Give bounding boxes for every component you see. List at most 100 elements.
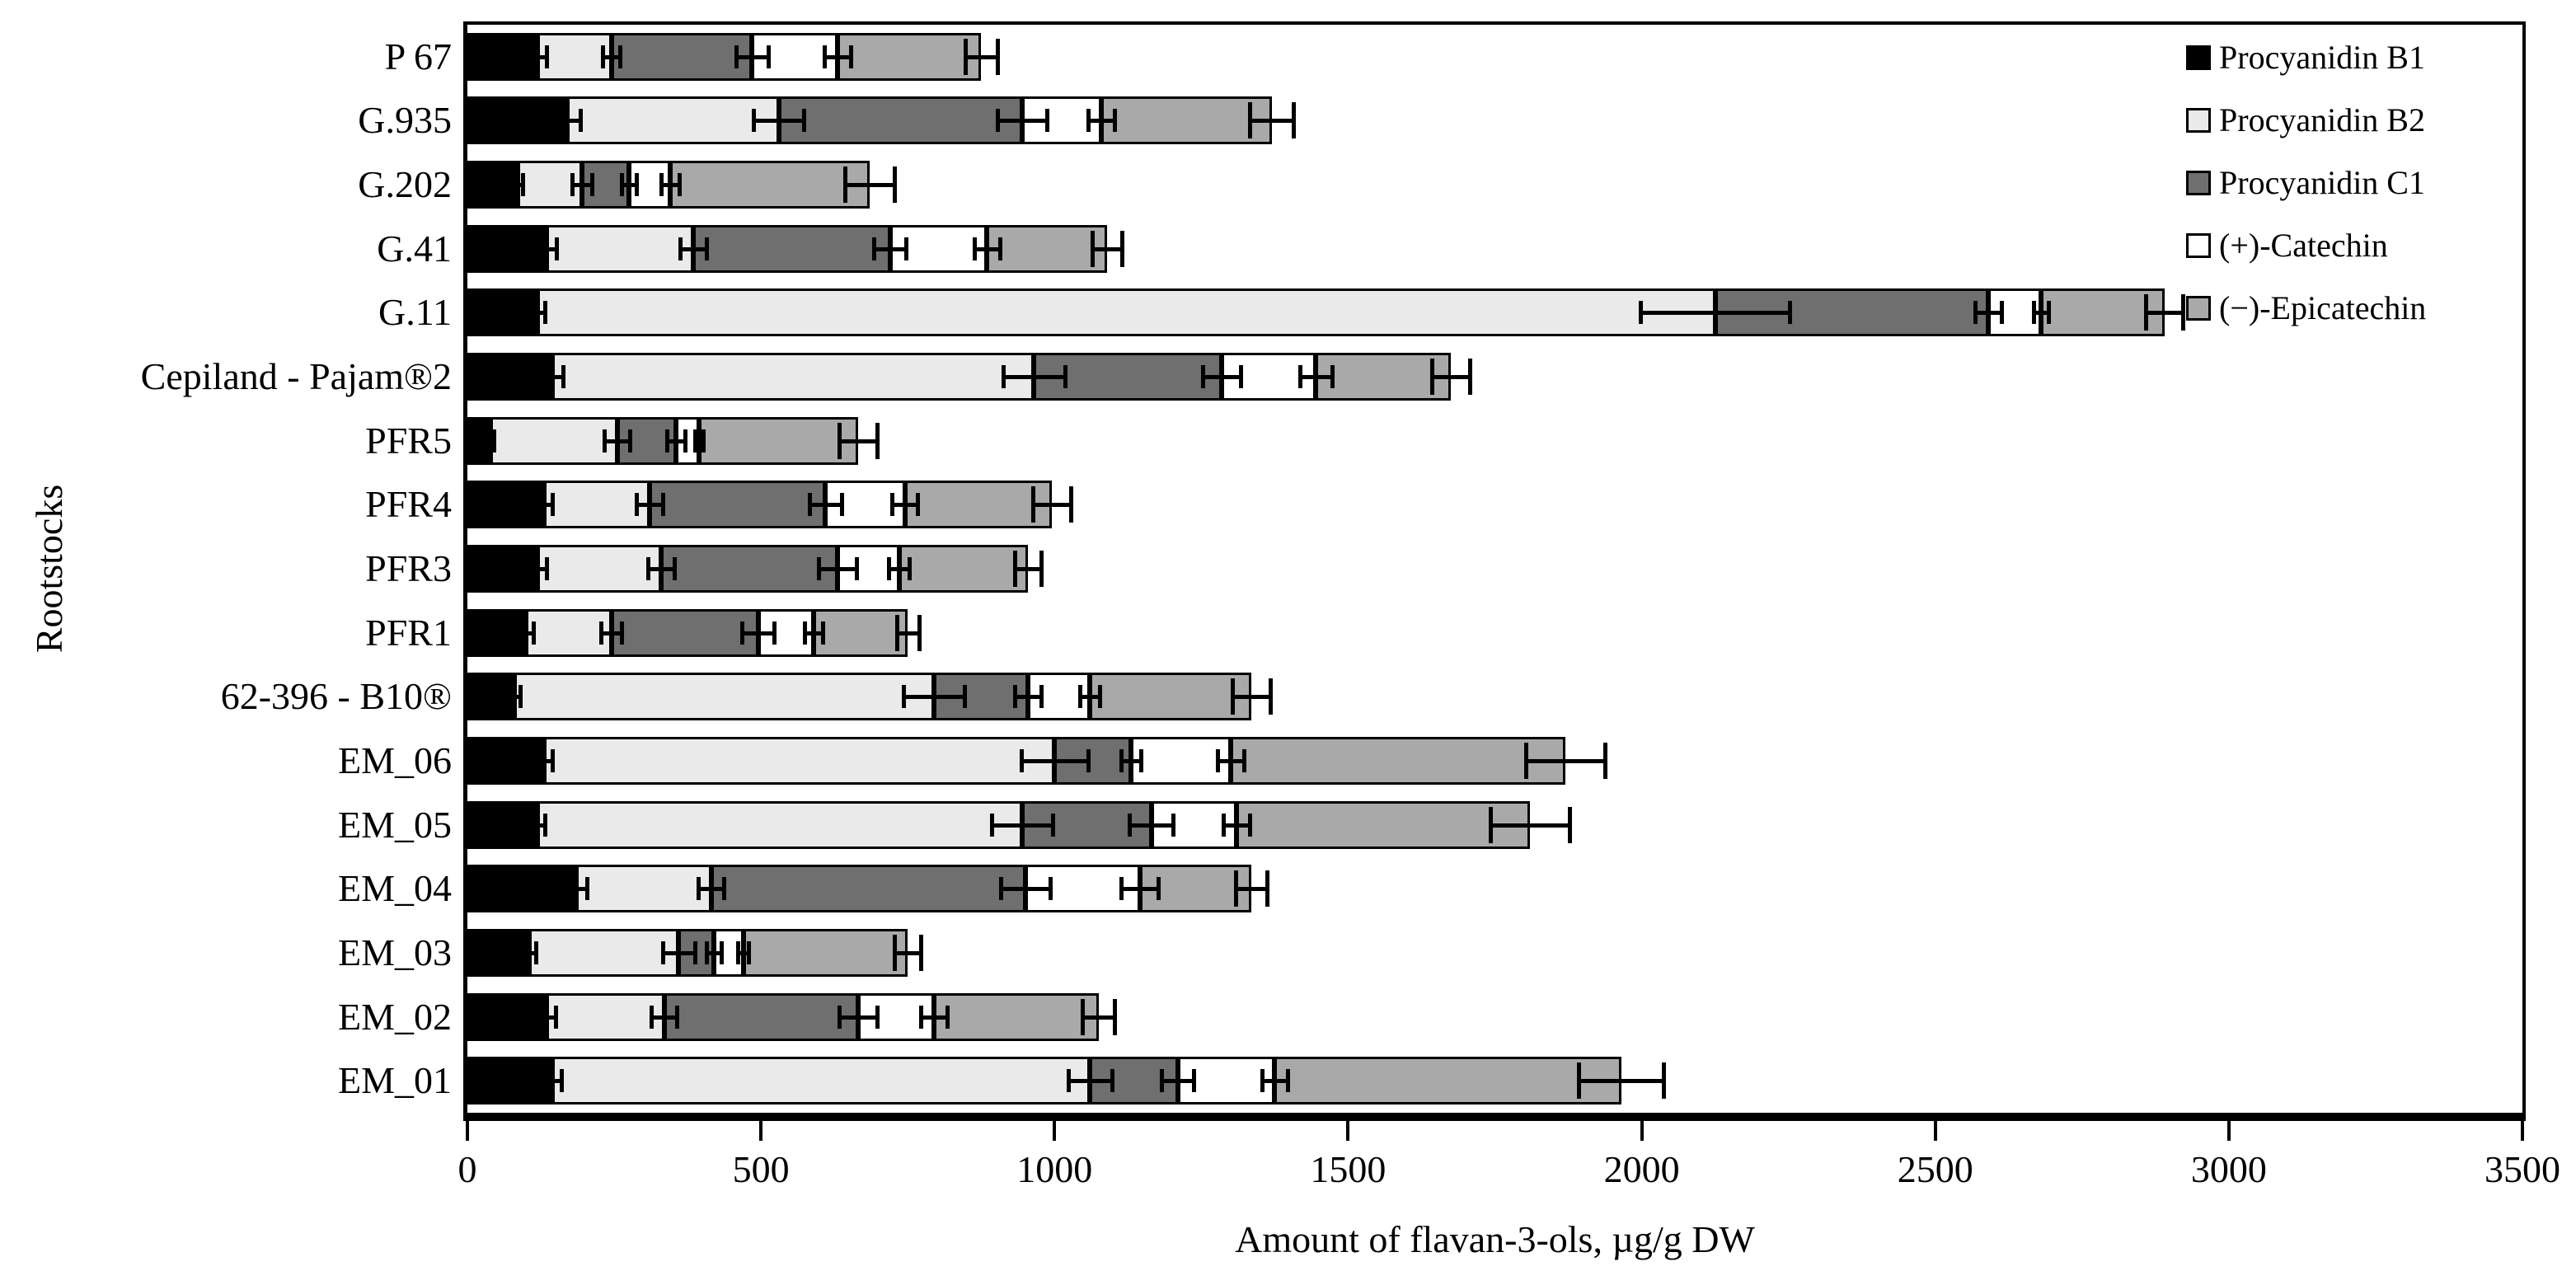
error-bar-cap-right (2046, 301, 2051, 325)
error-bar-line (570, 183, 594, 188)
error-bar-cap-right (1999, 301, 2004, 325)
y-category-label: PFR4 (365, 483, 452, 526)
error-bar-line (527, 567, 549, 571)
bar-segment-2 (552, 353, 1035, 401)
error-bar-cap-right (701, 429, 706, 453)
error-bar-cap-right (1468, 359, 1472, 396)
error-bar-line (752, 119, 805, 124)
error-bar-cap-right (1113, 109, 1118, 133)
y-category-label: P 67 (384, 35, 452, 77)
error-bar-cap-left (1077, 685, 1082, 709)
error-bar-cap-left (837, 1005, 842, 1029)
error-bar-cap-left (600, 45, 605, 68)
error-bar-line (533, 758, 555, 763)
error-bar-cap-right (521, 173, 526, 197)
error-bar-cap-left (528, 813, 533, 837)
bar-segment-1 (467, 736, 544, 785)
error-bar-cap-left (552, 109, 557, 133)
x-tick-label: 3500 (2485, 1148, 2560, 1190)
error-bar-cap-left (533, 493, 537, 517)
bar-segment-5 (899, 545, 1029, 593)
error-bar-line (837, 1015, 879, 1020)
error-bar-line (1973, 311, 2003, 316)
error-bar-line (822, 54, 852, 59)
error-bar-cap-left (520, 940, 525, 964)
x-axis-tick (1346, 1119, 1350, 1141)
bar-segment-2 (575, 865, 711, 913)
legend-item-5: (−)-Epicatechin (2186, 288, 2426, 328)
error-bar-line (1013, 567, 1044, 571)
error-bar-cap-right (892, 166, 897, 204)
bar-segment-1 (467, 1057, 553, 1105)
error-bar-line (486, 439, 496, 443)
error-bar-cap-left (542, 1069, 547, 1093)
error-bar-line (889, 503, 920, 508)
error-bar-cap-left (893, 934, 898, 971)
error-bar-cap-left (1222, 813, 1227, 837)
bar-segment-1 (467, 481, 544, 529)
x-axis-tick (1053, 1119, 1057, 1141)
error-bar-line (816, 567, 858, 571)
error-bar-cap-left (816, 557, 821, 580)
error-bar-line (808, 503, 843, 508)
error-bar-line (734, 54, 770, 59)
x-axis-tick (1640, 1119, 1644, 1141)
error-bar-line (893, 950, 923, 955)
error-bar-cap-right (1788, 301, 1793, 325)
legend-label: Procyanidin C1 (2219, 164, 2425, 201)
bar-segment-1 (467, 353, 553, 401)
error-bar-line (696, 887, 726, 892)
error-bar-cap-left (894, 614, 899, 651)
error-bar-cap-left (661, 940, 666, 964)
error-bar-cap-right (848, 45, 853, 68)
error-bar-line (837, 439, 879, 443)
error-bar-cap-left (563, 877, 568, 901)
error-bar-cap-left (740, 621, 745, 645)
error-bar-cap-right (1139, 748, 1144, 772)
error-bar-cap-left (1119, 877, 1124, 901)
error-bar-cap-right (545, 45, 550, 68)
error-bar-cap-right (998, 237, 1003, 260)
x-axis-tick (2521, 1119, 2524, 1141)
y-category-label: PFR3 (365, 547, 452, 589)
error-bar-cap-right (1241, 748, 1246, 772)
error-bar-line (533, 503, 555, 508)
error-bar-line (1260, 1079, 1290, 1084)
legend-item-4: (+)-Catechin (2186, 226, 2388, 265)
error-bar-line (1577, 1079, 1666, 1084)
error-bar-line (661, 950, 697, 955)
bar-segment-5 (814, 608, 908, 657)
error-bar-cap-right (634, 173, 639, 197)
error-bar-line (665, 439, 687, 443)
y-category-label: PFR1 (365, 611, 452, 654)
error-bar-cap-right (560, 1069, 565, 1093)
bar-segment-5 (934, 992, 1099, 1041)
error-bar-cap-right (561, 365, 565, 389)
error-bar-cap-right (534, 940, 539, 964)
error-bar-line (635, 503, 664, 508)
error-bar-cap-right (518, 685, 523, 709)
bar-segment-2 (543, 736, 1055, 785)
error-bar-cap-right (1662, 1062, 1667, 1100)
y-category-label: EM_01 (338, 1059, 452, 1102)
error-bar-cap-left (1066, 1069, 1071, 1093)
error-bar-line (1128, 823, 1175, 828)
error-bar-line (1230, 695, 1272, 700)
error-bar-line (520, 950, 538, 955)
legend-item-3: Procyanidin C1 (2186, 163, 2425, 203)
bar-segment-2 (567, 96, 779, 145)
error-bar-cap-right (531, 621, 536, 645)
bar-segment-3 (664, 992, 858, 1041)
error-bar-cap-right (917, 614, 922, 651)
error-bar-cap-left (507, 685, 512, 709)
y-category-label: G.935 (358, 99, 452, 142)
error-bar-line (989, 823, 1055, 828)
error-bar-cap-left (678, 237, 683, 260)
error-bar-cap-left (602, 429, 607, 453)
bar-segment-2 (552, 1057, 1091, 1105)
error-bar-cap-left (989, 813, 994, 837)
bar-segment-3 (661, 545, 838, 593)
bar-segment-1 (467, 865, 576, 913)
error-bar-cap-right (772, 621, 777, 645)
